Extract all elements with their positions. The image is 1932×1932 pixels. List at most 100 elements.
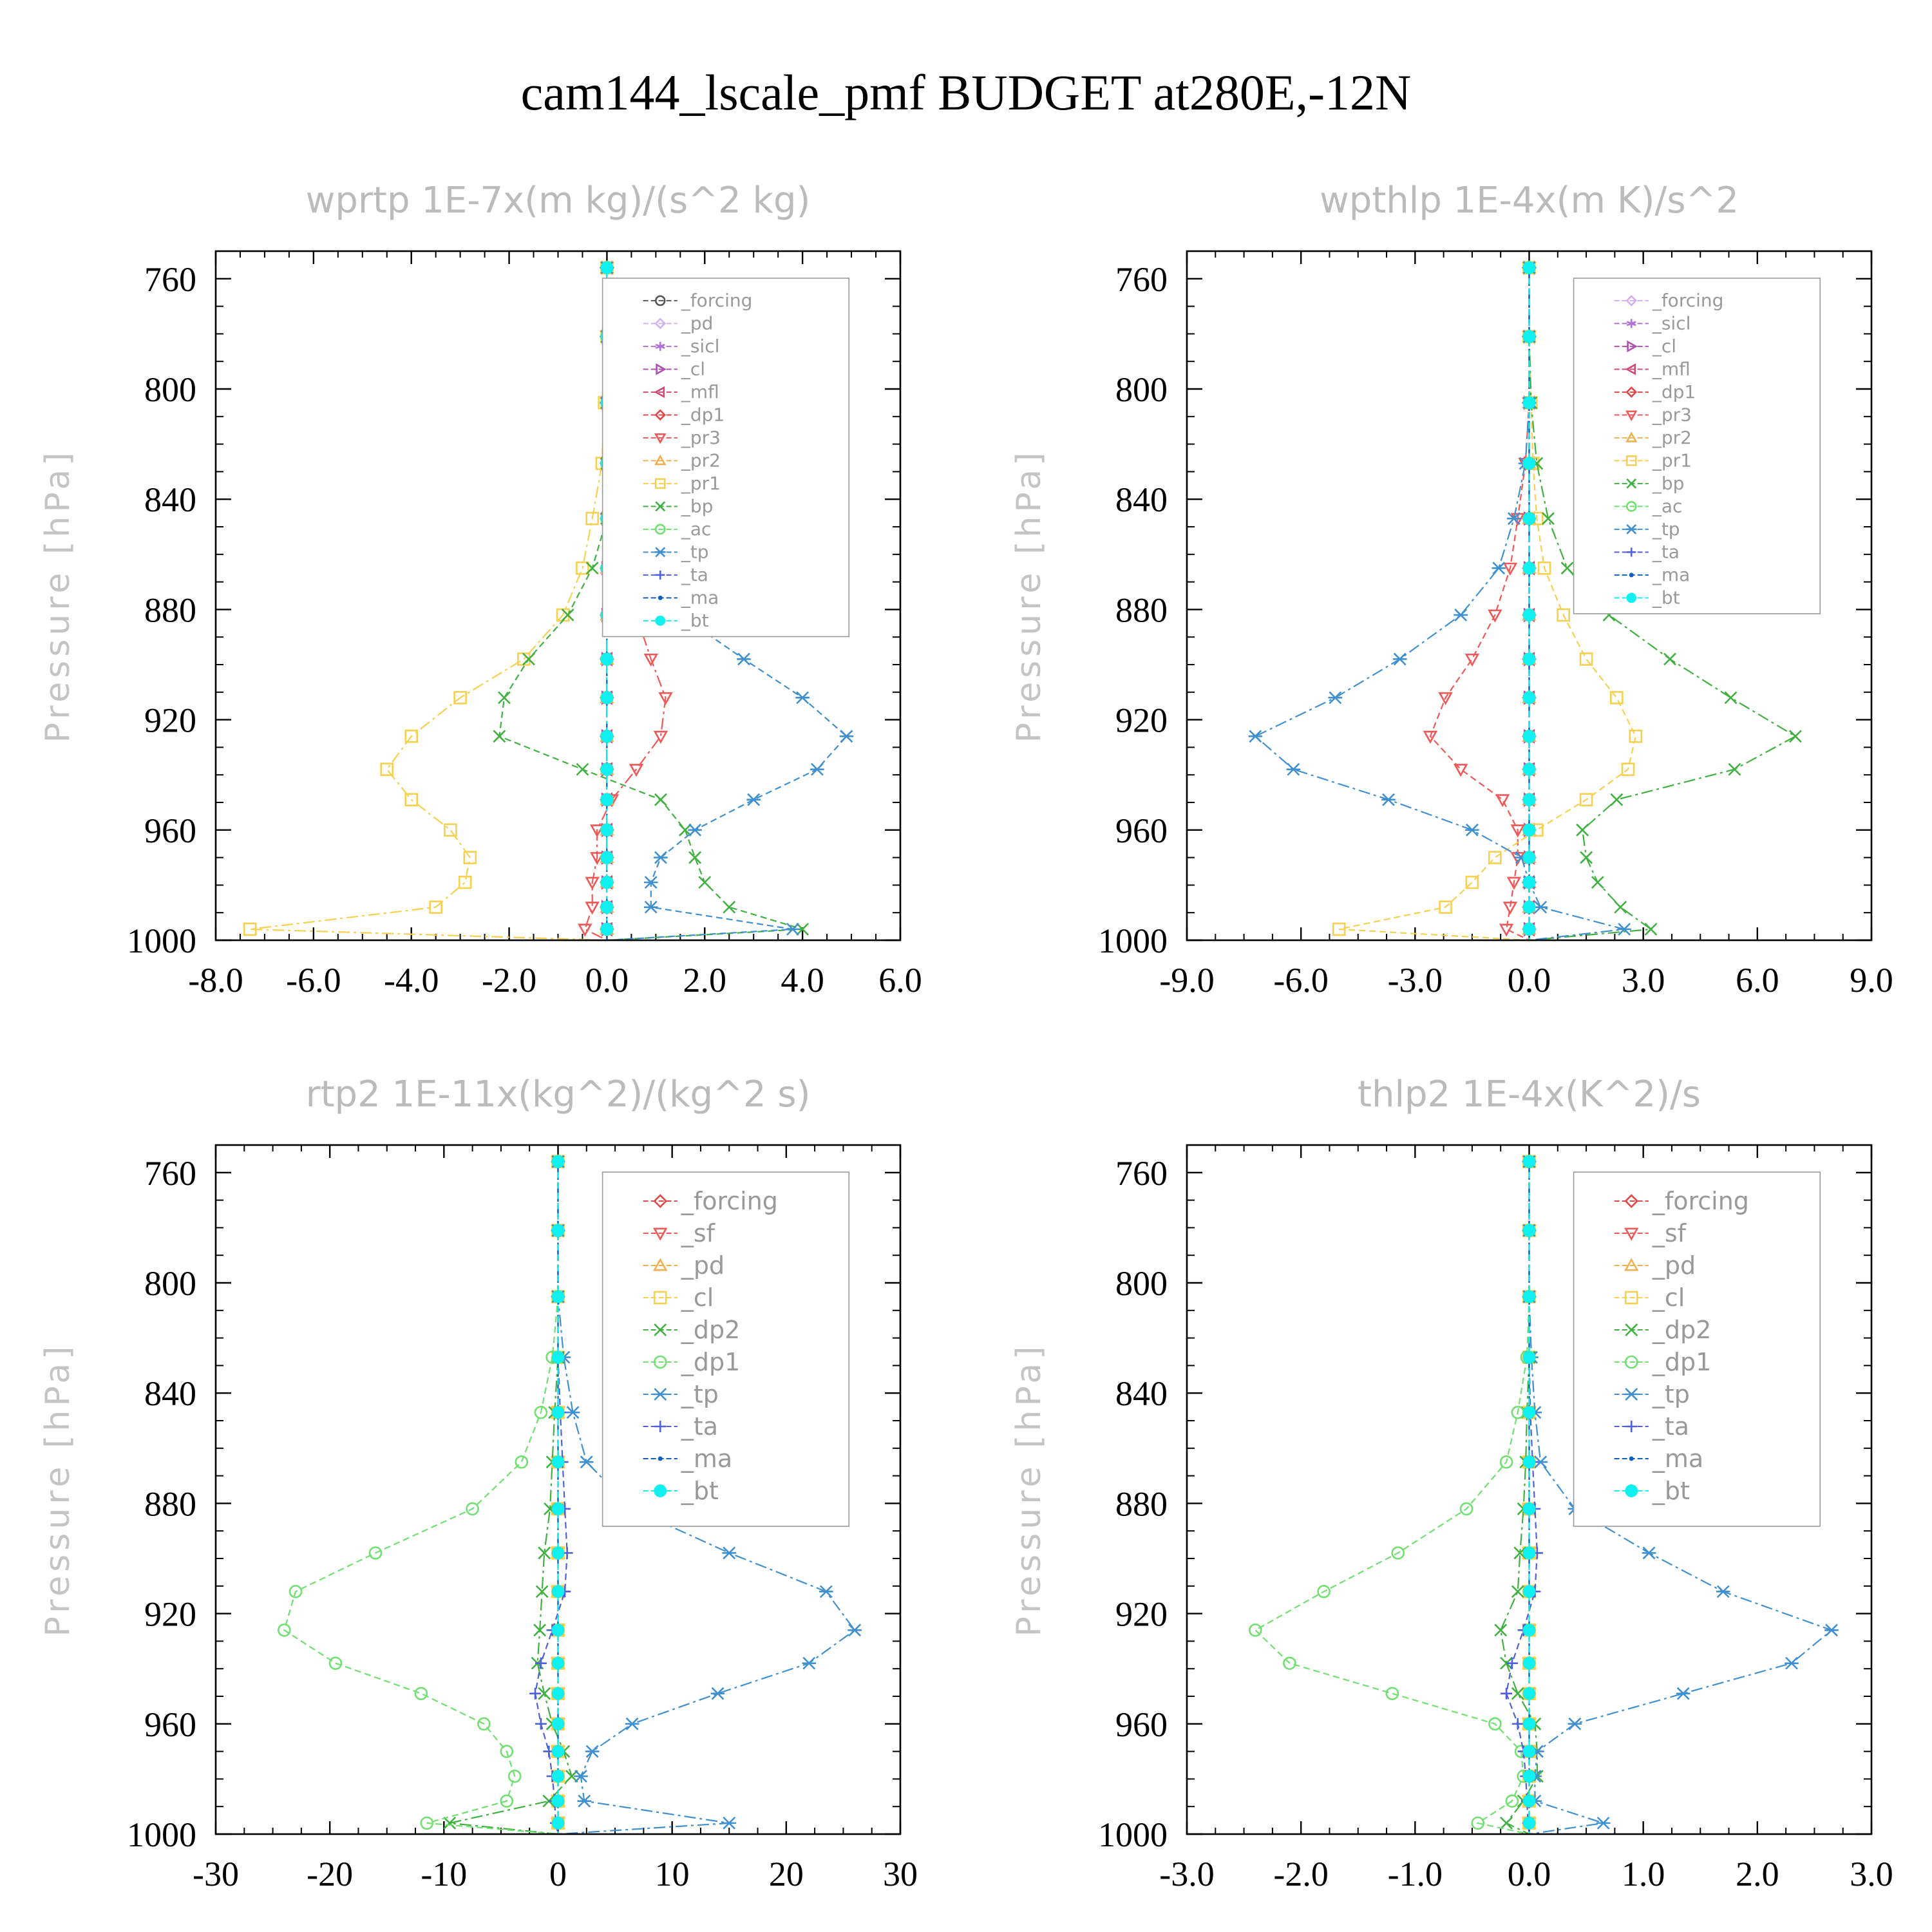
data-point bbox=[1522, 396, 1536, 410]
plot-frame bbox=[1186, 1144, 1873, 1835]
legend-marker bbox=[658, 1456, 663, 1461]
x-tick-label: 0.0 bbox=[585, 961, 629, 999]
data-point bbox=[498, 691, 511, 705]
legend-item: _ma bbox=[643, 1444, 732, 1473]
data-point bbox=[1522, 922, 1536, 936]
legend-item: _ta bbox=[1614, 1412, 1689, 1441]
y-tick-label: 840 bbox=[1115, 1374, 1168, 1413]
y-tick-label: 800 bbox=[144, 1264, 196, 1303]
legend-marker bbox=[1625, 410, 1638, 422]
y-tick-label: 880 bbox=[144, 591, 196, 629]
legend-label: _forcing bbox=[681, 290, 753, 311]
legend-marker bbox=[1625, 295, 1638, 307]
legend-box bbox=[601, 278, 850, 638]
data-point bbox=[802, 1656, 817, 1670]
data-point bbox=[551, 1502, 565, 1515]
y-tick-label: 920 bbox=[144, 1595, 196, 1634]
data-point bbox=[1522, 730, 1536, 743]
data-point bbox=[1332, 922, 1346, 936]
legend-label: _cl bbox=[681, 358, 705, 379]
data-point bbox=[848, 1624, 862, 1637]
legend-marker bbox=[656, 363, 667, 375]
legend-label: _cl bbox=[1652, 1283, 1685, 1312]
legend-marker bbox=[1625, 431, 1638, 442]
data-point bbox=[1614, 900, 1627, 914]
data-point bbox=[600, 793, 614, 806]
data-point bbox=[1621, 762, 1635, 776]
data-point bbox=[1283, 1656, 1296, 1670]
data-point bbox=[653, 730, 668, 744]
data-point bbox=[643, 653, 658, 667]
data-point bbox=[1502, 562, 1518, 576]
legend-marker bbox=[1625, 386, 1638, 398]
legend-label: _sicl bbox=[681, 336, 720, 357]
legend-label: _ac bbox=[1652, 495, 1683, 516]
x-tick-label: 30 bbox=[883, 1855, 918, 1893]
data-point bbox=[1506, 1657, 1518, 1669]
data-point bbox=[585, 562, 599, 575]
data-point bbox=[1317, 1585, 1331, 1598]
x-tick-label: 1.0 bbox=[1622, 1855, 1665, 1893]
y-axis-label: Pressure [hPa] bbox=[1010, 449, 1048, 743]
data-point bbox=[1492, 562, 1506, 575]
legend-label: _forcing bbox=[1652, 290, 1724, 311]
legend-item: _forcing bbox=[1614, 290, 1724, 311]
data-point bbox=[1522, 512, 1536, 526]
data-point bbox=[289, 1585, 303, 1598]
data-point bbox=[551, 1546, 565, 1560]
data-point bbox=[600, 261, 614, 274]
legend-label: _sf bbox=[681, 1219, 716, 1247]
data-point bbox=[404, 793, 419, 807]
x-tick-label: -4.0 bbox=[384, 961, 439, 999]
data-point bbox=[414, 1687, 428, 1701]
legend-label: _bp bbox=[1652, 473, 1685, 494]
legend-marker bbox=[1626, 319, 1636, 328]
y-tick-label: 960 bbox=[144, 1705, 196, 1744]
data-point bbox=[722, 1816, 737, 1830]
legend-label: _pd bbox=[681, 312, 714, 334]
data-point bbox=[600, 900, 614, 914]
legend-label: _ta bbox=[681, 1412, 718, 1441]
data-point bbox=[1580, 851, 1593, 864]
data-point bbox=[577, 1794, 592, 1808]
data-point bbox=[1629, 729, 1643, 743]
data-point bbox=[1522, 762, 1536, 776]
data-point bbox=[1249, 1623, 1262, 1637]
legend-marker bbox=[654, 409, 667, 421]
legend-item: _sicl bbox=[1614, 312, 1690, 334]
data-point bbox=[600, 762, 614, 776]
legend-item: _ta bbox=[1614, 541, 1680, 562]
data-point bbox=[443, 1816, 457, 1830]
data-point bbox=[463, 851, 477, 864]
legend-label: _pr2 bbox=[681, 450, 721, 471]
data-point bbox=[1500, 1816, 1513, 1830]
data-point bbox=[576, 561, 589, 575]
y-axis-label: Pressure [hPa] bbox=[1010, 1343, 1048, 1637]
data-point bbox=[574, 1770, 588, 1783]
data-point bbox=[1488, 1717, 1502, 1731]
legend-item: _ta bbox=[643, 1412, 718, 1441]
data-point bbox=[551, 1717, 565, 1730]
data-point bbox=[710, 1687, 725, 1700]
panel-1: -8.0 -6.0 -4.0 -2.0 0.0 2.0 4.0 6.0 760 800 840 880… bbox=[39, 180, 922, 999]
data-point bbox=[1567, 1717, 1582, 1730]
legend-item: _ma bbox=[643, 587, 719, 608]
legend-marker bbox=[653, 1194, 668, 1208]
data-point bbox=[1522, 457, 1536, 470]
legend-label: _mfl bbox=[681, 381, 719, 402]
data-point bbox=[551, 1155, 565, 1168]
legend-marker bbox=[654, 478, 666, 489]
data-point bbox=[578, 923, 592, 937]
y-tick-label: 880 bbox=[144, 1484, 196, 1523]
legend-item: _tp bbox=[1614, 518, 1680, 540]
data-point bbox=[1522, 261, 1536, 274]
legend-marker bbox=[1624, 1258, 1639, 1271]
data-point bbox=[500, 1745, 514, 1758]
legend-marker bbox=[654, 524, 666, 535]
legend-item: _pr2 bbox=[643, 450, 721, 471]
x-tick-label: -8.0 bbox=[188, 961, 243, 999]
legend-item: _mfl bbox=[1614, 358, 1690, 379]
legend-label: _pr1 bbox=[681, 473, 721, 494]
y-tick-label: 920 bbox=[1115, 1595, 1168, 1634]
data-point bbox=[1522, 1656, 1536, 1670]
